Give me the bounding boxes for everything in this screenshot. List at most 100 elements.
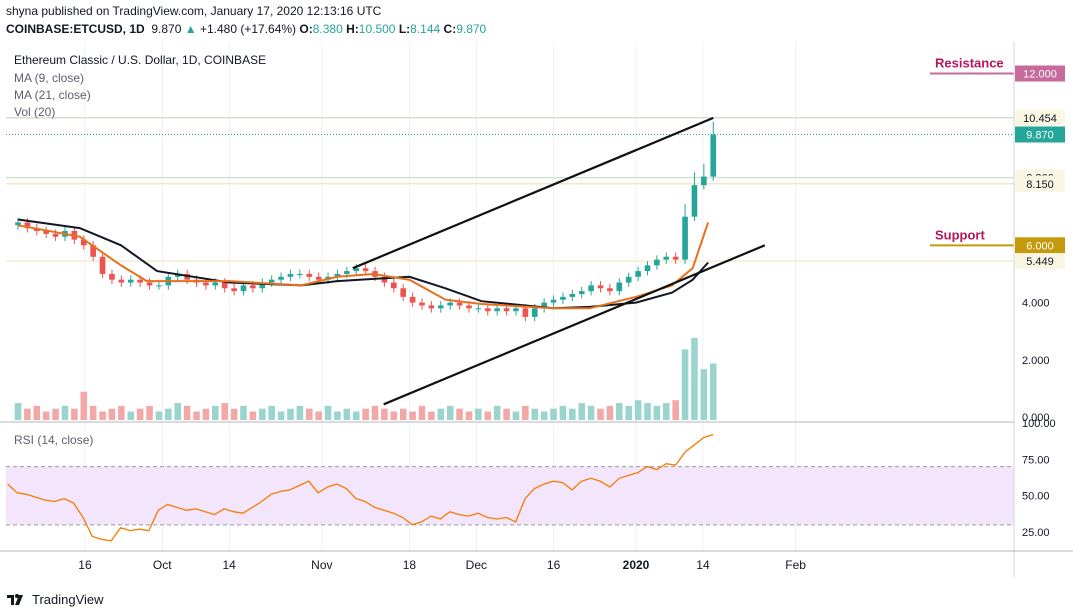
rsi-tick-label: 25.00 [1022,527,1050,539]
volume-bar [625,405,632,420]
volume-bar [24,408,31,420]
volume-bar [616,403,623,420]
candle-body [15,222,21,226]
volume-bar [390,411,398,420]
candle-body [513,308,519,312]
volume-bar [446,405,454,420]
candle-body [127,279,134,283]
volume-bar [672,400,679,420]
candle-body [569,294,576,297]
volume-bar [691,338,698,420]
x-tick-label: Nov [311,558,332,572]
candle-body [231,288,237,292]
price-tick-label: 4.000 [1022,298,1050,310]
volume-bar [42,411,50,420]
change-up-icon: ▲ [184,22,197,36]
volume-bar [287,408,294,420]
candle-body [503,308,510,312]
volume-bar [174,403,182,420]
candle-body [287,273,294,277]
candle-body [156,285,162,287]
footer[interactable]: TradingView [6,589,104,609]
ma21-line [17,218,709,310]
candle-body [588,285,594,292]
price-chart[interactable]: 16 Oct 14 Nov 18 Dec 16 2020 14 Feb 100.00 75.00 50.… [0,42,1073,590]
price-level-tag-label: 10.454 [1023,113,1057,125]
candle-body [710,134,717,177]
candle-body [259,282,266,289]
price-tag-label: 9.870 [1026,129,1054,141]
volume-bar [634,400,642,420]
volume-bar [352,411,360,420]
volume-bar [14,403,22,420]
price-tag-label: 6.000 [1026,240,1054,252]
volume-bar [381,408,388,420]
price-level-tag-bg [1015,175,1065,192]
candle-body [174,273,181,277]
rsi-line [7,433,714,542]
footer-brand: TradingView [32,591,104,607]
legend-rsi: RSI (14, close) [14,433,93,447]
candle-body [437,305,444,309]
volume-bar [33,405,41,420]
candle-body [118,279,125,283]
volume-bar [540,411,548,420]
volume-bar [202,408,210,420]
price-tag-bg [1015,237,1065,254]
volume-bar [61,405,69,420]
candle-body [43,231,50,234]
volume-bar [559,405,567,420]
high-value: 10.500 [358,22,396,36]
ma9-line [17,222,710,310]
support-annotation: Support [935,227,985,242]
volume-bar [522,405,529,420]
volume-bar [503,408,510,420]
candle-body [381,276,388,283]
candle-body [494,308,500,312]
x-tick-label: 16 [547,558,561,572]
legend-ma21: MA (21, close) [14,88,91,102]
volume-bar [305,408,313,420]
publish-info: shyna published on TradingView.com, Janu… [6,4,382,18]
volume-bar [249,411,257,420]
chart-area[interactable]: 16 Oct 14 Nov 18 Dec 16 2020 14 Feb 100.00 75.00 50.… [0,42,1073,590]
candle-body [334,273,341,277]
candle-body [52,233,59,237]
volume-bar [362,408,369,420]
candle-body [635,271,641,277]
volume-bar [127,411,135,420]
volume-bar [550,408,557,420]
volume-bar [80,391,88,420]
candle-body [419,302,425,306]
candle-body [475,308,482,310]
candle-body [672,256,679,260]
candle-body [663,256,670,260]
candle-body [701,176,707,186]
legend-vol: Vol (20) [14,105,55,119]
candle-body [24,222,31,229]
x-tick-label: 14 [696,558,710,572]
candle-body [607,288,613,292]
candle-body [353,268,360,272]
axes: 16 Oct 14 Nov 18 Dec 16 2020 14 Feb 100.00 75.00 50.… [0,42,1073,577]
last-price: 9.870 [151,22,182,36]
volume-bar [578,403,586,420]
candle-body [654,259,660,266]
volume-bar [597,408,604,420]
candle-body [456,302,463,306]
close-label: C: [443,22,457,36]
x-tick-label: 14 [222,558,236,572]
trendlines [352,116,766,406]
candle-body [541,302,547,309]
volume-bar [193,411,200,420]
volume-bar [465,411,473,420]
volume-bar [512,411,520,420]
volume-bar [315,411,322,420]
candle-body [315,276,322,280]
volume-bar [475,408,482,420]
legend-title: Ethereum Classic / U.S. Dollar, 1D, COIN… [14,53,266,67]
volume-bar [108,408,116,420]
volume-bar [531,408,539,420]
volume-bar [183,405,191,420]
volume-bar [493,405,501,420]
